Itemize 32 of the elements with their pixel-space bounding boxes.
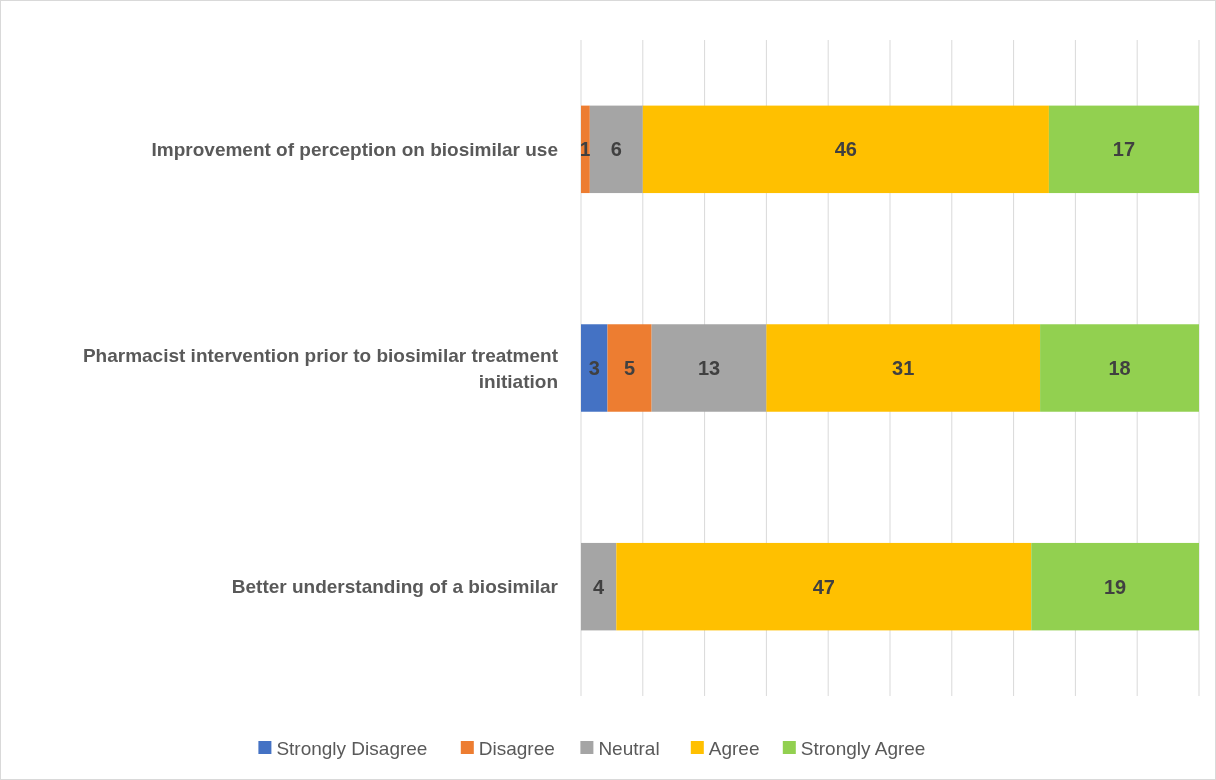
bar <box>616 542 1032 631</box>
y-tick-label: Improvement of perception on biosimilar use <box>151 138 558 160</box>
bar <box>1031 542 1199 631</box>
bar <box>607 324 652 412</box>
data-label: 13 <box>697 357 721 379</box>
legend-label: Disagree <box>478 737 555 759</box>
data-label: 4 <box>593 575 606 598</box>
data-label: 47 <box>812 575 835 598</box>
legend-label: Strongly Disagree <box>276 737 428 759</box>
data-label: 3 <box>588 357 600 379</box>
bar <box>581 105 590 194</box>
data-label: 5 <box>623 357 636 379</box>
bar <box>1040 324 1199 412</box>
bar <box>581 542 617 631</box>
y-tick-label: Better understanding of a biosimilar <box>231 576 559 598</box>
bar <box>589 105 643 194</box>
data-label: 18 <box>1108 357 1131 379</box>
bar <box>581 324 608 412</box>
y-tick-label: Pharmacist intervention prior to biosimilar treatment initiation <box>82 344 559 392</box>
bar <box>1048 105 1199 194</box>
bar <box>766 324 1041 412</box>
bar <box>651 324 767 412</box>
data-label: 6 <box>610 138 622 161</box>
data-label: 17 <box>1112 138 1136 161</box>
data-label: 19 <box>1104 575 1127 598</box>
legend-label: Strongly Agree <box>800 737 926 759</box>
data-label: 1 <box>579 138 591 161</box>
legend-label: Agree <box>708 737 760 759</box>
legend-label: Neutral <box>598 737 660 759</box>
data-label: 31 <box>892 357 915 379</box>
data-label: 46 <box>834 138 857 161</box>
bar <box>642 105 1049 194</box>
